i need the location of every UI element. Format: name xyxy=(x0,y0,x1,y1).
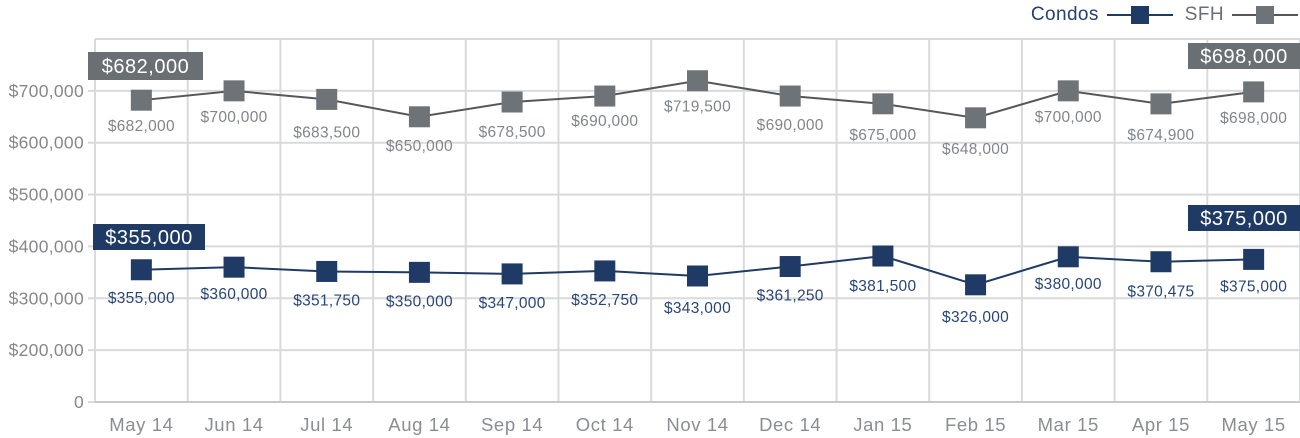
condos-marker xyxy=(1057,246,1079,268)
sfh-point-label: $719,500 xyxy=(664,99,731,116)
x-axis-label: Nov 14 xyxy=(666,414,728,435)
condos-point-label: $370,475 xyxy=(1127,284,1194,301)
y-axis-label: $400,000 xyxy=(9,236,84,256)
y-axis-label: $600,000 xyxy=(9,133,84,153)
x-axis-label: Jan 15 xyxy=(853,414,912,435)
y-axis-label: $500,000 xyxy=(9,185,84,205)
condos-marker xyxy=(1150,251,1172,273)
sfh-point-label: $690,000 xyxy=(571,113,638,130)
condos-marker xyxy=(408,261,430,283)
condos-point-label: $347,000 xyxy=(479,295,546,312)
condos-marker xyxy=(1243,248,1265,270)
x-axis-label: Feb 15 xyxy=(945,414,1006,435)
x-axis-label: May 15 xyxy=(1222,414,1286,435)
sfh-marker xyxy=(223,80,245,102)
sfh-point-label: $650,000 xyxy=(386,138,453,155)
x-axis-label: Aug 14 xyxy=(388,414,450,435)
condos-marker xyxy=(223,256,245,278)
sfh-marker xyxy=(779,85,801,107)
condos-marker xyxy=(501,263,523,285)
sfh-marker xyxy=(594,85,616,107)
y-axis-label: $700,000 xyxy=(9,81,84,101)
condos-marker xyxy=(965,274,987,296)
legend-label-sfh: SFH xyxy=(1184,4,1224,25)
sfh-point-label: $690,000 xyxy=(757,117,824,134)
legend-item-sfh: SFH xyxy=(1185,4,1298,26)
condos-marker xyxy=(872,245,894,267)
legend-label-condos: Condos xyxy=(1030,4,1099,25)
sfh-point-label: $700,000 xyxy=(201,109,268,126)
condos-point-label: $380,000 xyxy=(1035,276,1102,293)
condos-marker xyxy=(130,259,152,281)
sfh-marker xyxy=(408,106,430,128)
sfh-marker xyxy=(1150,93,1172,115)
sfh-marker xyxy=(501,91,523,113)
condos-point-label: $351,750 xyxy=(293,292,360,309)
x-axis-label: Jul 14 xyxy=(300,414,353,435)
sfh-point-label: $698,000 xyxy=(1220,110,1287,127)
sfh-series-marker-icon xyxy=(1232,5,1298,25)
x-axis-label: Dec 14 xyxy=(759,414,821,435)
sfh-point-label: $682,000 xyxy=(108,118,175,135)
sfh-point-label: $648,000 xyxy=(942,141,1009,158)
sfh-point-label: $700,000 xyxy=(1035,109,1102,126)
x-axis-label: Mar 15 xyxy=(1038,414,1099,435)
x-axis-label: Oct 14 xyxy=(576,414,634,435)
y-axis-label: $300,000 xyxy=(9,288,84,308)
sfh-marker xyxy=(965,107,987,129)
sfh-callout-left-text: $682,000 xyxy=(102,56,189,78)
sfh-marker xyxy=(316,88,338,110)
legend-item-condos: Condos xyxy=(1031,4,1173,26)
condos-point-label: $375,000 xyxy=(1220,278,1287,295)
sfh-point-label: $678,500 xyxy=(479,124,546,141)
condos-callout-left-text: $355,000 xyxy=(105,227,192,249)
legend: Condos SFH xyxy=(1031,4,1298,26)
condos-point-label: $326,000 xyxy=(942,309,1009,326)
sfh-callout-right-text: $698,000 xyxy=(1200,46,1287,68)
sfh-point-label: $674,900 xyxy=(1127,127,1194,144)
condos-callout-right-text: $375,000 xyxy=(1200,208,1287,230)
condos-point-label: $361,250 xyxy=(757,288,824,305)
sfh-callout-right-box xyxy=(1188,43,1300,69)
condos-callout-right-box xyxy=(1188,205,1300,231)
condos-marker xyxy=(779,256,801,278)
condos-point-label: $350,000 xyxy=(386,293,453,310)
y-axis-label: $200,000 xyxy=(9,340,84,360)
condos-marker xyxy=(687,265,708,287)
condos-callout-left-box xyxy=(93,224,205,250)
x-axis-label: Apr 15 xyxy=(1132,414,1190,435)
x-axis-label: Jun 14 xyxy=(204,414,263,435)
condos-point-label: $343,000 xyxy=(664,300,731,317)
sfh-callout-left-box xyxy=(88,52,203,80)
sfh-marker xyxy=(130,89,152,111)
condos-marker xyxy=(316,260,338,282)
condos-series-marker-icon xyxy=(1106,5,1173,25)
condos-marker xyxy=(594,260,616,282)
condos-point-label: $360,000 xyxy=(201,286,268,303)
condos-point-label: $352,750 xyxy=(571,292,638,309)
x-axis-label: Sep 14 xyxy=(481,414,543,435)
x-axis-label: May 14 xyxy=(109,414,173,435)
sfh-marker xyxy=(872,93,894,115)
condos-point-label: $355,000 xyxy=(108,290,175,307)
sfh-marker xyxy=(687,70,708,92)
sfh-point-label: $683,500 xyxy=(293,124,360,141)
condos-point-label: $381,500 xyxy=(849,278,916,295)
sfh-point-label: $675,000 xyxy=(849,127,916,144)
sfh-marker xyxy=(1057,80,1079,102)
sfh-marker xyxy=(1243,81,1265,103)
y-axis-label: 0 xyxy=(74,392,84,412)
